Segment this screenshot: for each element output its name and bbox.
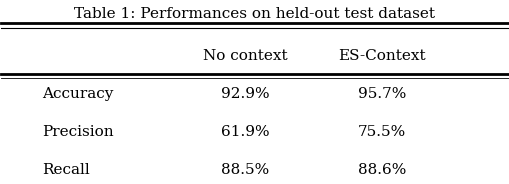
Text: 75.5%: 75.5% xyxy=(357,125,405,139)
Text: No context: No context xyxy=(202,49,287,63)
Text: 88.6%: 88.6% xyxy=(357,163,405,177)
Text: 92.9%: 92.9% xyxy=(220,87,269,101)
Text: 95.7%: 95.7% xyxy=(357,87,405,101)
Text: 61.9%: 61.9% xyxy=(220,125,269,139)
Text: Recall: Recall xyxy=(42,163,90,177)
Text: Table 1: Performances on held-out test dataset: Table 1: Performances on held-out test d… xyxy=(74,7,435,21)
Text: Precision: Precision xyxy=(42,125,114,139)
Text: ES-Context: ES-Context xyxy=(337,49,425,63)
Text: 88.5%: 88.5% xyxy=(220,163,268,177)
Text: Accuracy: Accuracy xyxy=(42,87,113,101)
